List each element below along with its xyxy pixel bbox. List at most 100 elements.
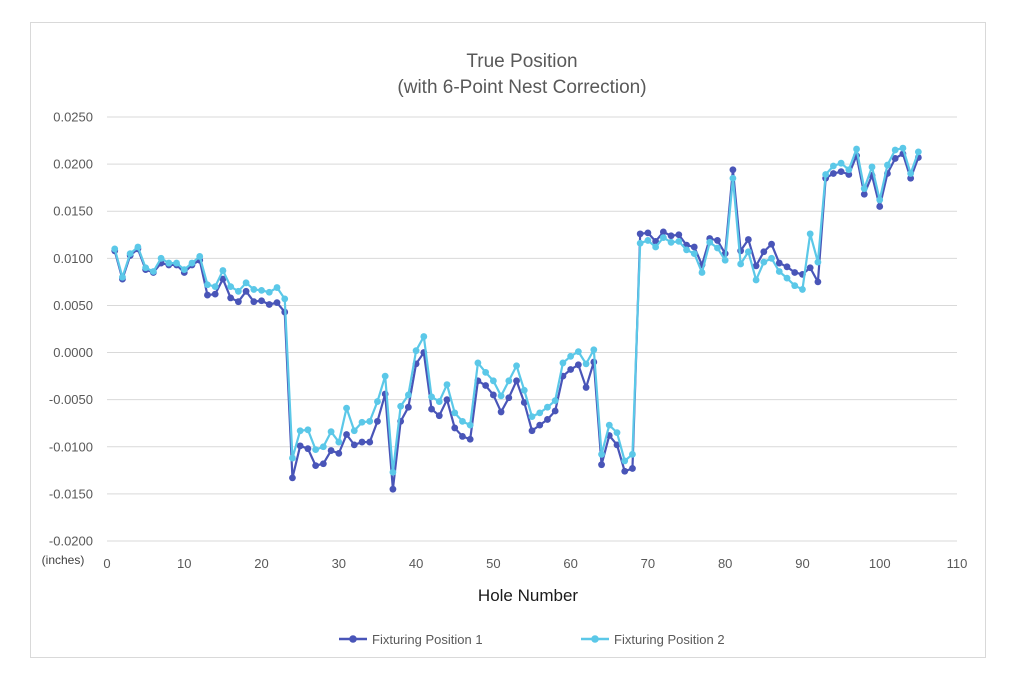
series-2-point [567,352,575,360]
series-1-point [659,228,667,236]
series-1-point [907,174,915,182]
series-2-point [683,246,690,254]
series-1-point [366,438,374,446]
series-2-point [428,393,435,401]
series-1-point [435,412,443,420]
series-2-point [459,417,466,425]
series-2-point [404,391,412,399]
y-axis-tick-labels: 0.0250 0.0200 0.0150 0.0100 0.0050 0.0000 -0.0… [49,110,93,549]
series-2-point [196,253,204,260]
y-tick-label: -0.0100 [49,439,93,454]
series-2-point [211,283,219,290]
series-2-point [829,162,837,170]
series-2-point [652,243,660,251]
series-1-point [837,168,845,176]
series-1-point [621,467,629,475]
series-1-line [113,152,920,491]
series-2-point [675,237,683,245]
series-2-point [335,438,343,446]
series-2-point [876,196,884,204]
y-tick-label: 0.0250 [53,110,93,125]
series-2-point [435,398,443,405]
y-tick-label: 0.0050 [53,298,93,313]
series-1-point [428,405,435,413]
series-2-point [574,348,582,356]
series-1-point [768,240,775,248]
series-2-point [536,409,544,417]
series-2-point [451,409,459,417]
series-2-point [822,171,830,178]
series-2-point [853,145,860,153]
series-1-point [567,366,575,373]
series-2-point [621,457,629,465]
series-1-point [404,403,412,411]
series-2-point [598,450,605,458]
series-2-point [783,274,791,282]
series-1-point [520,399,528,406]
series-2-point [860,185,868,193]
y-tick-label: 0.0100 [53,251,93,266]
legend-marker-series-1 [349,635,357,643]
series-2-point [814,258,822,266]
series-1-point [775,259,783,267]
series-2-point [636,239,644,247]
series-1-point [891,155,899,162]
chart-title-line-1: True Position [466,51,577,72]
series-1-point [234,298,242,306]
legend-label-series-1: Fixturing Position 1 [372,632,483,647]
series-2-point [443,381,451,388]
chart-title-line-2: (with 6-Point Nest Correction) [397,77,646,98]
series-2-point [119,273,126,281]
series-1-point [544,416,551,423]
x-tick-label: 40 [409,556,423,571]
series-1-point [335,449,343,457]
series-1-point [536,421,544,429]
series-2-point [343,404,350,412]
series-1-point [258,297,265,305]
series-1-point [304,445,312,453]
series-2-point [837,159,845,167]
series-2-point [551,397,559,405]
series-2-point [397,402,405,410]
legend-label-series-2: Fixturing Position 2 [614,632,725,647]
series-1-point [690,243,698,251]
series-2-point [629,450,636,458]
series-2-point [799,286,806,293]
y-tick-label: -0.0200 [49,534,93,549]
x-tick-label: 50 [486,556,500,571]
series-2-point [234,287,242,295]
series-1-point [489,391,497,399]
series-2-point [466,421,474,429]
series-2-point [520,386,528,394]
series-1-point [327,447,335,454]
series-1-point [211,290,219,298]
series-2-point [914,148,922,156]
legend: Fixturing Position 1 Fixturing Position … [339,632,725,647]
y-tick-label: -0.0150 [49,486,93,501]
series-2-point [582,360,590,368]
series-1-point [319,460,327,468]
x-tick-label: 20 [254,556,268,571]
gridlines [107,116,957,542]
series-2-point [768,254,775,262]
series-1-point [636,230,644,238]
series-2-point [590,346,598,354]
x-tick-label: 10 [177,556,191,571]
series-2-point [667,238,675,246]
series-2-point [528,413,536,421]
series-2-point [806,230,814,238]
series-1-point [760,248,768,256]
series-1-point [644,229,652,237]
series-2 [111,144,922,476]
series-2-point [744,248,752,256]
series-1-point [505,394,513,402]
series-1-point [227,294,235,302]
series-2-point [907,170,915,177]
series-1 [111,150,922,493]
x-tick-label: 90 [795,556,809,571]
x-axis-tick-labels: 0 10 20 30 40 50 60 70 80 90 100 110 [103,556,967,571]
y-unit-label: (inches) [42,553,85,567]
series-2-point [381,372,389,380]
series-2-point [505,377,513,385]
